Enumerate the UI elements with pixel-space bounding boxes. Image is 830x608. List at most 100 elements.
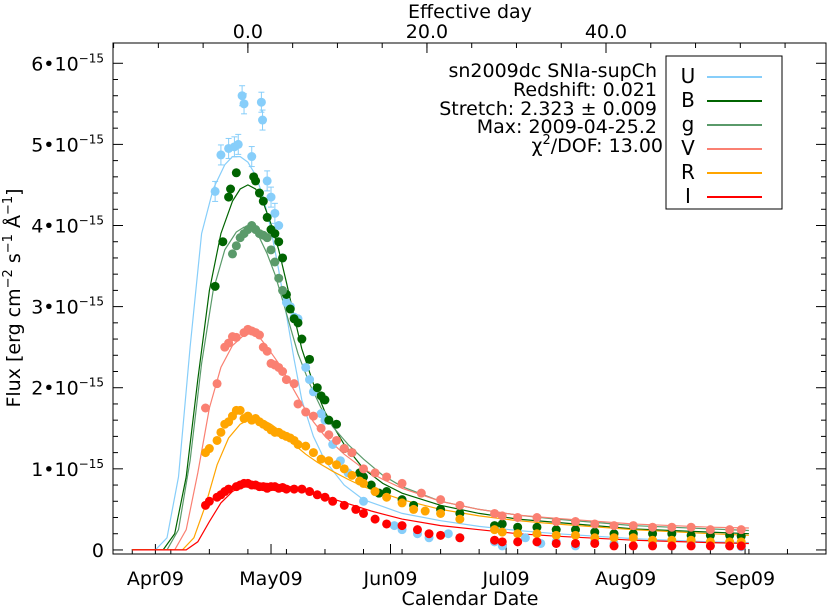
data-point-V xyxy=(609,521,619,531)
y-axis-title-main: Flux [erg cm xyxy=(3,288,25,407)
data-point-I xyxy=(705,541,715,551)
data-point-R xyxy=(347,470,357,480)
data-point-U xyxy=(262,176,272,186)
data-point-I xyxy=(312,490,322,500)
data-point-V xyxy=(648,522,658,532)
data-point-B xyxy=(305,354,315,364)
model-curve-B xyxy=(132,184,749,551)
data-point-V xyxy=(628,521,638,531)
y-axis-title: Flux [erg cm−2 s−1 Å−1] xyxy=(1,188,25,407)
data-point-V xyxy=(416,488,426,498)
data-point-B xyxy=(497,519,507,529)
sn-name-label: sn2009dc SNIa-supCh xyxy=(448,60,657,82)
data-point-V xyxy=(359,464,369,474)
data-point-V xyxy=(725,525,735,535)
data-point-B xyxy=(231,168,241,178)
data-point-U xyxy=(237,91,247,101)
y-tick-exponent-1: −15 xyxy=(79,457,104,471)
data-point-I xyxy=(320,492,330,502)
data-point-V xyxy=(455,500,465,510)
data-point-R xyxy=(455,514,465,524)
x-tick-label-3: Jul09 xyxy=(482,568,530,590)
data-point-R xyxy=(339,464,349,474)
y-axis-title-mid1: s xyxy=(3,253,25,269)
data-point-R xyxy=(308,448,318,458)
data-point-I xyxy=(609,541,619,551)
data-point-R xyxy=(301,441,311,451)
chi2-sup: 2 xyxy=(542,133,550,148)
data-point-I xyxy=(339,500,349,510)
data-point-I xyxy=(513,537,523,547)
model-curve-R xyxy=(132,417,749,551)
data-point-I xyxy=(736,541,746,551)
data-point-B xyxy=(648,529,658,539)
data-point-V xyxy=(278,367,288,376)
y-axis-ticks: 01•10−152•10−153•10−154•10−155•10−156•10… xyxy=(31,51,826,562)
data-point-V xyxy=(324,430,334,440)
redshift-label: Redshift: 0.021 xyxy=(513,79,657,101)
y-axis-title-mid2: Å xyxy=(2,215,25,234)
data-point-U xyxy=(233,139,243,149)
data-point-I xyxy=(305,487,315,497)
top-axis-title: Effective day xyxy=(408,1,532,23)
data-point-V xyxy=(289,379,299,389)
data-point-R xyxy=(235,405,245,415)
data-point-R xyxy=(332,460,342,470)
data-point-R xyxy=(570,530,580,540)
data-point-R xyxy=(204,444,214,454)
data-point-I xyxy=(455,533,465,543)
data-point-U xyxy=(443,529,453,539)
data-point-g xyxy=(227,249,237,259)
data-point-B xyxy=(366,480,376,490)
data-point-g xyxy=(231,241,241,251)
data-point-R xyxy=(382,492,392,502)
y-tick-exponent-3: −15 xyxy=(79,295,104,309)
data-point-U xyxy=(389,521,399,531)
data-point-V xyxy=(370,468,380,478)
data-point-g xyxy=(266,245,276,255)
data-point-g xyxy=(278,285,288,295)
data-point-U xyxy=(258,115,268,125)
y-tick-mantissa-6: 6•10 xyxy=(31,53,78,75)
data-point-V xyxy=(590,519,600,529)
series-V-points xyxy=(200,324,746,535)
x-tick-label-2: Jun09 xyxy=(363,568,418,590)
data-point-V xyxy=(316,423,326,433)
data-point-B xyxy=(218,237,228,247)
data-point-R xyxy=(370,487,380,497)
y-tick-mantissa-4: 4•10 xyxy=(31,216,78,238)
data-point-B xyxy=(226,184,236,194)
legend-label-V: V xyxy=(681,136,695,160)
series-B-points xyxy=(210,168,746,541)
data-point-R xyxy=(316,454,326,464)
data-point-B xyxy=(320,395,330,405)
data-point-U xyxy=(316,409,326,419)
data-point-R xyxy=(324,456,334,466)
data-point-R xyxy=(420,506,430,516)
y-tick-exponent-4: −15 xyxy=(79,214,104,228)
data-point-V xyxy=(532,513,542,522)
y-tick-mantissa-3: 3•10 xyxy=(31,297,78,319)
data-point-I xyxy=(359,508,369,518)
data-point-R xyxy=(293,440,303,449)
data-point-B xyxy=(224,192,234,202)
data-point-R xyxy=(609,533,619,543)
data-point-I xyxy=(686,541,696,551)
data-point-I xyxy=(628,541,638,551)
y-axis-title-exp1: −2 xyxy=(1,269,16,288)
data-point-I xyxy=(551,538,561,548)
data-point-R xyxy=(436,508,446,518)
data-point-I xyxy=(436,530,446,540)
data-point-V xyxy=(551,517,561,527)
data-point-V xyxy=(224,338,234,348)
legend-label-U: U xyxy=(681,64,696,88)
max-date-label: Max: 2009-04-25.2 xyxy=(477,116,657,138)
data-point-I xyxy=(590,538,600,548)
data-point-I xyxy=(224,484,234,494)
data-point-B xyxy=(513,522,523,532)
data-point-I xyxy=(424,529,434,539)
data-point-V xyxy=(736,525,746,535)
data-point-I xyxy=(412,525,422,535)
data-point-U xyxy=(274,221,284,230)
data-point-V xyxy=(382,472,392,482)
